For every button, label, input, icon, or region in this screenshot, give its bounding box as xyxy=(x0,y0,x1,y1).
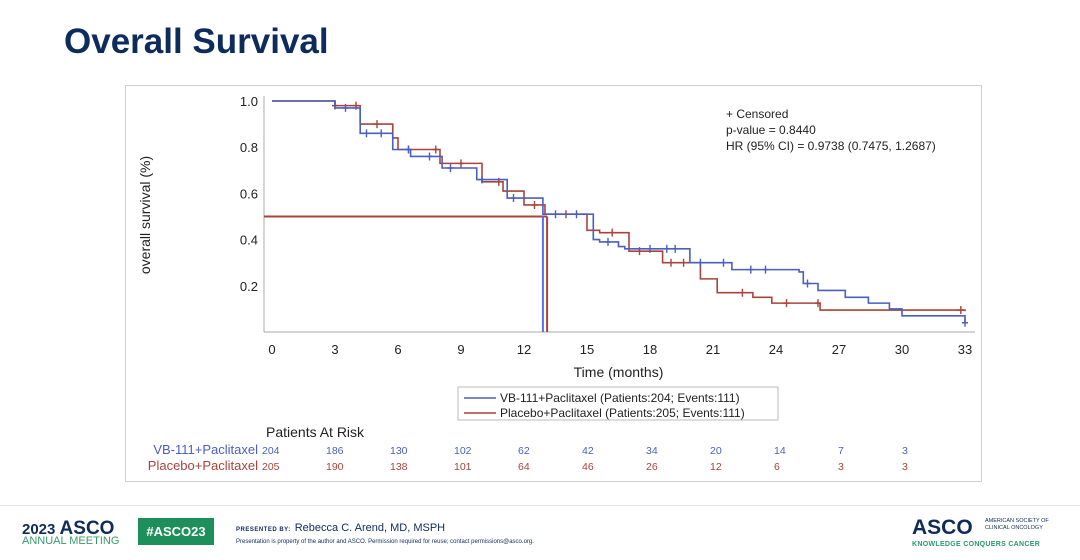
censor-mark xyxy=(609,228,616,237)
censor-mark xyxy=(405,145,412,154)
x-tick-label: 33 xyxy=(958,342,972,357)
censor-mark xyxy=(510,194,517,203)
censor-mark xyxy=(647,244,653,253)
censor-mark xyxy=(342,103,349,112)
risk-count: 190 xyxy=(326,461,344,473)
censor-mark xyxy=(804,279,811,288)
risk-count: 20 xyxy=(710,445,722,457)
risk-count: 64 xyxy=(518,461,530,473)
x-tick-label: 18 xyxy=(643,342,657,357)
asco-logo: ASCO xyxy=(912,516,973,539)
risk-count: 3 xyxy=(902,461,908,473)
risk-count: 12 xyxy=(710,461,722,473)
risk-count: 204 xyxy=(262,445,280,457)
x-tick-label: 21 xyxy=(706,342,720,357)
censor-mark xyxy=(663,244,670,253)
risk-count: 3 xyxy=(902,445,908,457)
chart-frame xyxy=(125,85,982,482)
annotation: p-value = 0.8440 xyxy=(726,123,816,137)
page-title: Overall Survival xyxy=(64,22,329,61)
x-tick-label: 3 xyxy=(331,342,338,357)
censor-mark xyxy=(668,258,674,267)
censor-mark xyxy=(697,258,704,267)
y-axis-label: overall survival (%) xyxy=(137,156,153,274)
censor-mark xyxy=(957,306,964,315)
y-tick-label: 0.2 xyxy=(240,279,258,294)
risk-count: 46 xyxy=(582,461,594,473)
x-axis-label: Time (months) xyxy=(574,364,664,380)
legend xyxy=(457,386,779,421)
censor-mark xyxy=(378,129,385,138)
risk-row-label: VB-111+Paclitaxel xyxy=(153,442,258,457)
risk-count: 34 xyxy=(646,445,658,457)
censor-mark xyxy=(762,265,769,274)
censor-mark xyxy=(552,210,559,219)
censor-mark xyxy=(783,299,790,308)
censor-mark xyxy=(672,244,679,253)
x-tick-label: 24 xyxy=(769,342,783,357)
risk-count: 138 xyxy=(390,461,408,473)
risk-count: 6 xyxy=(774,461,780,473)
x-tick-label: 15 xyxy=(580,342,594,357)
x-tick-label: 0 xyxy=(268,342,275,357)
footer xyxy=(0,505,1080,560)
annotation: + Censored xyxy=(726,107,788,121)
presenter: PRESENTED BY: Rebecca C. Arend, MD, MSPH xyxy=(236,522,446,534)
permission-note: Presentation is property of the author a… xyxy=(236,539,534,545)
risk-table-title: Patients At Risk xyxy=(266,424,365,440)
censor-mark xyxy=(962,318,968,327)
survival-curve xyxy=(272,100,966,312)
tagline: KNOWLEDGE CONQUERS CANCER xyxy=(912,541,1041,548)
meeting-logo: 2023 ASCO xyxy=(22,518,115,539)
y-tick-label: 0.4 xyxy=(240,233,258,248)
censor-mark xyxy=(680,258,687,267)
censor-mark xyxy=(447,163,454,172)
censor-mark xyxy=(432,145,439,154)
censor-mark xyxy=(458,159,464,168)
risk-count: 26 xyxy=(646,461,658,473)
x-tick-label: 12 xyxy=(517,342,531,357)
legend-label: Placebo+Paclitaxel (Patients:205; Events… xyxy=(500,406,745,420)
risk-count: 205 xyxy=(262,461,280,473)
legend-label: VB-111+Paclitaxel (Patients:204; Events:… xyxy=(500,391,740,405)
hashtag-badge: #ASCO23 xyxy=(138,518,214,545)
risk-count: 14 xyxy=(774,445,786,457)
censor-mark xyxy=(479,175,485,184)
x-tick-label: 30 xyxy=(895,342,909,357)
risk-count: 42 xyxy=(582,445,594,457)
censor-mark xyxy=(573,210,580,219)
censor-mark xyxy=(363,129,370,138)
risk-count: 101 xyxy=(454,461,472,473)
risk-row-label: Placebo+Paclitaxel xyxy=(148,458,258,473)
risk-count: 7 xyxy=(838,445,844,457)
risk-count: 62 xyxy=(518,445,530,457)
censor-mark xyxy=(815,299,821,308)
censor-mark xyxy=(426,152,433,161)
censor-mark xyxy=(739,288,746,297)
x-tick-label: 27 xyxy=(832,342,846,357)
censor-mark xyxy=(720,258,727,267)
survival-curve xyxy=(272,100,966,323)
y-tick-label: 0.6 xyxy=(240,186,258,201)
censor-mark xyxy=(531,200,538,209)
risk-count: 3 xyxy=(838,461,844,473)
risk-count: 130 xyxy=(390,445,408,457)
y-tick-label: 1.0 xyxy=(240,94,258,109)
meeting-label: ANNUAL MEETING xyxy=(22,535,120,547)
x-tick-label: 6 xyxy=(394,342,401,357)
x-tick-label: 9 xyxy=(457,342,464,357)
risk-count: 186 xyxy=(326,445,344,457)
censor-mark xyxy=(747,265,754,274)
annotation: HR (95% CI) = 0.9738 (0.7475, 1.2687) xyxy=(726,139,936,153)
risk-count: 102 xyxy=(454,445,472,457)
km-chart: 0 3 6 9 12 15 18 21 24 27 30 330.20.40.60.81.0Time … xyxy=(137,94,975,473)
censor-mark xyxy=(374,120,380,129)
y-tick-label: 0.8 xyxy=(240,140,258,155)
org-name: AMERICAN SOCIETY OF CLINICAL ONCOLOGY xyxy=(985,518,1049,531)
censor-mark xyxy=(605,237,611,246)
